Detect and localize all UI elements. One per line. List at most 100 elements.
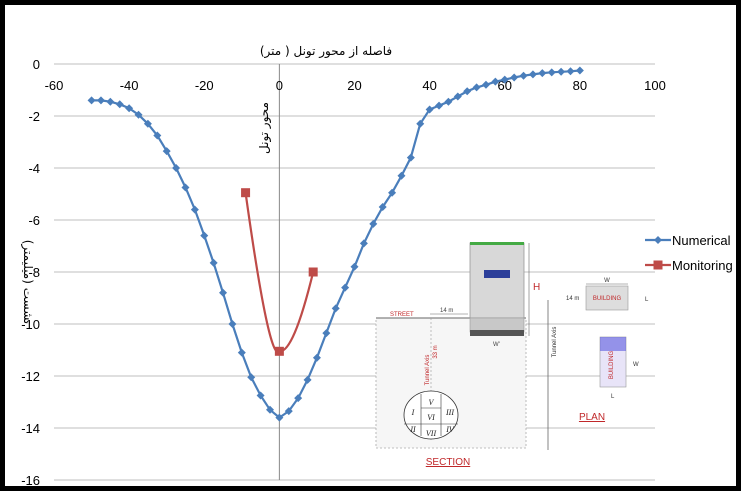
data-point-numerical	[96, 96, 105, 105]
data-point-numerical	[143, 119, 152, 128]
data-point-numerical	[435, 101, 444, 110]
side-w-label: W	[633, 362, 639, 368]
data-point-numerical	[341, 283, 350, 292]
tunnel-axis-annotation: محور تونل	[257, 102, 272, 154]
data-point-numerical	[444, 97, 453, 106]
x-tick-label: 60	[498, 78, 512, 93]
data-point-numerical	[200, 231, 209, 240]
data-point-numerical	[172, 164, 181, 172]
data-point-numerical	[228, 320, 237, 328]
data-point-numerical	[463, 87, 472, 96]
data-point-numerical	[491, 77, 500, 86]
data-point-numerical	[284, 407, 293, 416]
y-tick-label: -12	[21, 369, 40, 384]
data-point-numerical	[481, 80, 490, 89]
data-point-numerical	[519, 71, 528, 80]
data-point-numerical	[425, 105, 434, 114]
data-point-numerical	[125, 104, 134, 113]
x-tick-labels: -60 -40 -20 0 20 40 60 80 100	[45, 78, 666, 93]
data-point-monitoring	[274, 346, 284, 356]
x-tick-label: 100	[644, 78, 666, 93]
y-tick-label: -10	[21, 317, 40, 332]
tunnel-stage-label: V	[429, 398, 435, 407]
y-tick-label: -16	[21, 473, 40, 488]
data-point-numerical	[247, 373, 256, 382]
y-axis-title: نشست (میلیمتر)	[20, 240, 35, 325]
x-tick-label: -20	[195, 78, 214, 93]
data-point-numerical	[378, 203, 387, 211]
data-point-numerical	[557, 67, 566, 76]
data-point-numerical	[219, 288, 228, 297]
data-point-numerical	[87, 96, 96, 105]
x-tick-label: 40	[422, 78, 436, 93]
data-point-numerical	[510, 73, 519, 82]
data-point-numerical	[331, 304, 340, 313]
section-label: SECTION	[426, 457, 470, 468]
data-point-numerical	[303, 375, 312, 384]
tunnel-stage-label: II	[409, 425, 416, 434]
x-tick-label: 0	[276, 78, 283, 93]
building-foundation	[469, 317, 525, 333]
y-tick-label: -8	[28, 265, 40, 280]
data-point-numerical	[575, 66, 584, 75]
data-point-numerical	[528, 70, 537, 79]
legend-label: Numerical	[672, 233, 731, 248]
data-point-numerical	[500, 75, 509, 84]
series-layer	[87, 66, 584, 422]
plan-building	[585, 285, 629, 311]
legend: Numerical Monitoring	[645, 233, 733, 273]
tunnel-stage-label: VI	[427, 413, 435, 422]
building-roof	[470, 242, 524, 245]
x-tick-label: 80	[573, 78, 587, 93]
data-point-numerical	[350, 262, 359, 271]
tunnel-axis-section-label: Tunnel Axis	[425, 355, 431, 386]
tunnel-stage-label: I	[411, 408, 415, 417]
data-point-numerical	[566, 67, 575, 76]
data-point-numerical	[453, 92, 462, 101]
bottom-l-label: L	[611, 394, 615, 400]
y-tick-label: -6	[28, 213, 40, 228]
tunnel-section	[403, 390, 459, 440]
data-point-monitoring	[241, 188, 251, 198]
width-label: W'	[493, 342, 500, 348]
data-point-numerical	[312, 353, 321, 362]
data-point-numerical	[237, 348, 246, 357]
building-base	[470, 330, 524, 336]
plan-building-label: BUILDING	[593, 296, 622, 302]
building-window	[484, 270, 510, 278]
data-point-numerical	[256, 391, 265, 400]
x-tick-label: -40	[120, 78, 139, 93]
plan-building-2-top	[600, 337, 626, 351]
tunnel-stage-label: VII	[426, 429, 437, 438]
data-point-numerical	[359, 239, 368, 248]
y-tick-label: -4	[28, 161, 40, 176]
tunnel-stage-label: IV	[445, 425, 455, 434]
data-point-numerical	[115, 100, 124, 109]
legend-marker	[654, 236, 662, 244]
street-label: STREET	[390, 312, 414, 318]
data-point-numerical	[547, 68, 556, 77]
x-tick-label: -60	[45, 78, 64, 93]
data-point-numerical	[538, 69, 547, 78]
depth-label: 33 m	[433, 345, 439, 358]
plan-l-label: L	[645, 297, 649, 303]
y-tick-label: -2	[28, 109, 40, 124]
data-point-numerical	[181, 183, 190, 192]
tunnel-stage-label: III	[445, 408, 454, 417]
plan-w-label: W	[604, 278, 610, 284]
data-point-numerical	[162, 147, 171, 156]
tunnel-building-inset: STREET 14 m Tunnel Axis 33 m H W' IVIIII…	[375, 242, 649, 468]
legend-label: Monitoring	[672, 258, 733, 273]
data-point-numerical	[416, 119, 425, 128]
data-point-numerical	[106, 97, 115, 106]
data-point-numerical	[190, 205, 199, 214]
data-point-monitoring	[308, 267, 318, 277]
plan-label: PLAN	[579, 412, 605, 423]
data-point-numerical	[134, 110, 143, 119]
data-point-numerical	[397, 171, 406, 180]
data-point-numerical	[275, 413, 284, 422]
tunnel-axis-plan-label: Tunnel Axis	[552, 327, 558, 358]
y-tick-labels: 0 -2 -4 -6 -8 -10 -12 -14 -16	[21, 57, 40, 488]
